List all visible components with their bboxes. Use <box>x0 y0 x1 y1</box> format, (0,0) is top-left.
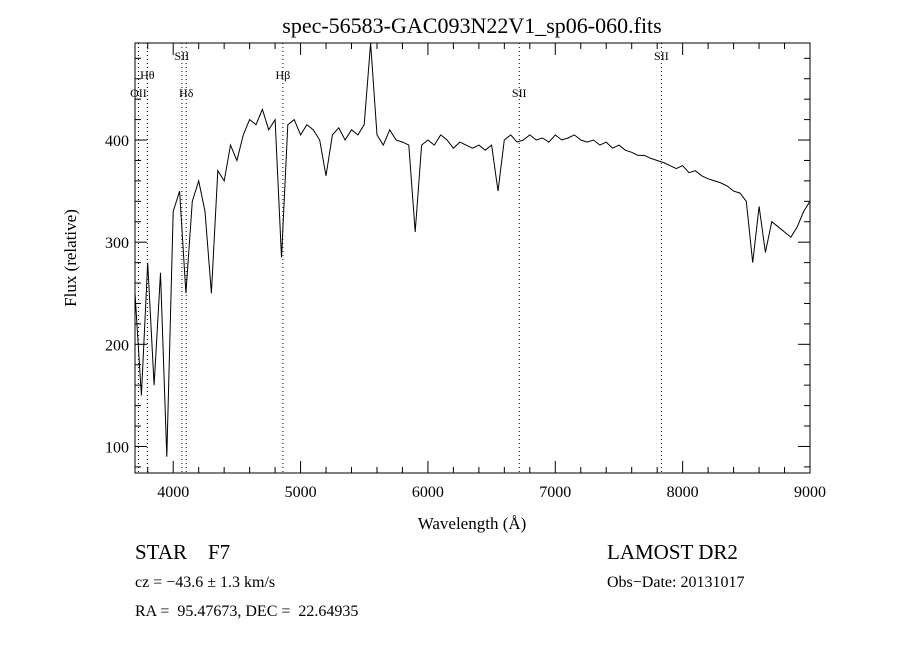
spectrum-line <box>134 42 811 457</box>
y-tick-label: 400 <box>105 133 129 150</box>
plot-frame <box>134 42 811 474</box>
spectral-line-label: Hθ <box>140 68 155 82</box>
x-tick-label: 6000 <box>412 484 444 501</box>
spectral-line-label: Hδ <box>179 86 194 100</box>
x-tick-label: 5000 <box>285 484 317 501</box>
x-tick-label: 8000 <box>667 484 699 501</box>
object-type: STAR F7 <box>135 540 231 564</box>
y-tick-label: 300 <box>105 235 129 252</box>
spectral-line-label: Hβ <box>275 68 290 82</box>
redshift: cz = −43.6 ± 1.3 km/s <box>135 574 276 591</box>
chart-title: spec-56583-GAC093N22V1_sp06-060.fits <box>282 13 661 38</box>
x-tick-label: 4000 <box>157 484 189 501</box>
coordinates: RA = 95.47673, DEC = 22.64935 <box>135 603 359 620</box>
spectral-line-label: SII <box>512 86 527 100</box>
x-tick-label: 9000 <box>794 484 826 501</box>
y-tick-label: 200 <box>105 337 129 354</box>
spectral-line-label: SII <box>654 49 669 63</box>
spectral-line-label: OII <box>130 86 147 100</box>
survey-name: LAMOST DR2 <box>607 540 738 564</box>
x-axis-label: Wavelength (Å) <box>418 514 527 533</box>
x-tick-label: 7000 <box>539 484 571 501</box>
y-tick-label: 100 <box>105 439 129 456</box>
spectral-line-label: SII <box>175 49 190 63</box>
obs-date: Obs−Date: 20131017 <box>607 574 745 591</box>
y-axis-label: Flux (relative) <box>61 209 80 307</box>
